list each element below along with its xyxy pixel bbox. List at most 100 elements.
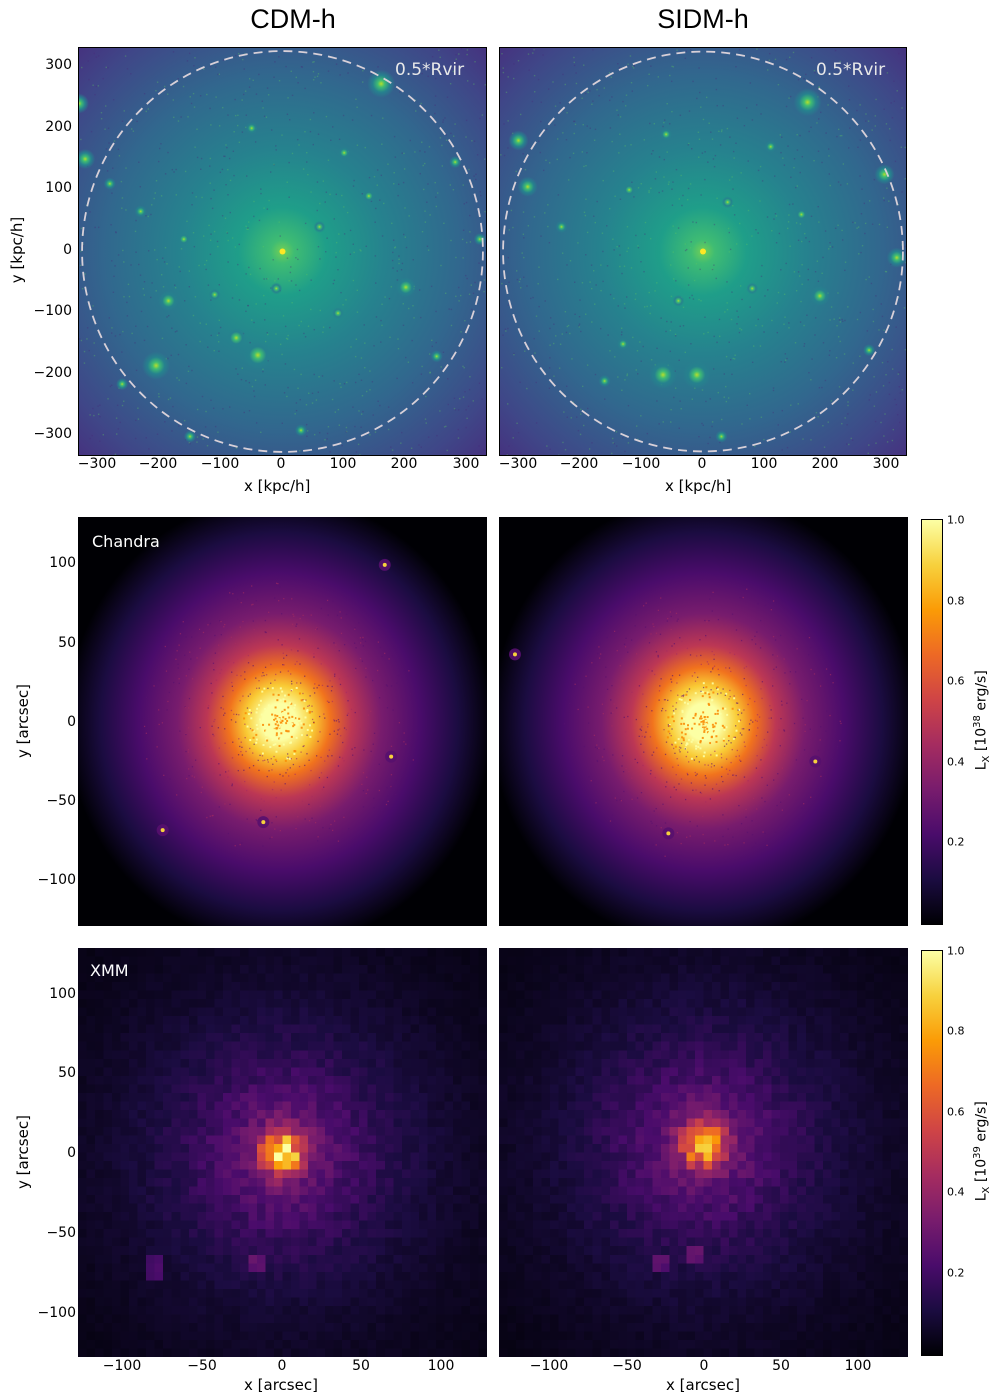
xray-filament [252, 603, 254, 606]
particle-noise [151, 282, 153, 284]
xmm-pixel [291, 1195, 301, 1205]
xmm-pixel [308, 1143, 318, 1154]
xmm-pixel [435, 1161, 445, 1171]
xray-clump [694, 712, 697, 715]
particle-noise [837, 128, 840, 131]
xray-filament [231, 783, 233, 785]
particle-noise [187, 370, 190, 373]
xmm-pixel [367, 1101, 377, 1111]
particle-noise [682, 306, 685, 309]
particle-noise [435, 341, 437, 344]
xray-filament [255, 687, 258, 689]
xray-filament [593, 734, 596, 737]
xray-filament [642, 693, 644, 695]
particle-noise [757, 232, 759, 234]
particle-noise [850, 437, 852, 440]
particle-noise [704, 316, 706, 318]
particle-noise [860, 213, 863, 215]
particle-noise [507, 327, 509, 330]
column-title-sidm: SIDM-h [657, 4, 749, 34]
particle-noise [332, 282, 335, 285]
particle-noise [441, 144, 443, 147]
xmm-pixel [333, 1135, 343, 1145]
xray-filament [667, 725, 670, 728]
xmm-pixel [316, 1203, 326, 1213]
xmm-pixel [112, 999, 122, 1009]
xray-clump [714, 722, 717, 725]
xmm-pixel [103, 1067, 113, 1077]
particle-noise [846, 443, 848, 445]
xmm-pixel [188, 1050, 198, 1060]
xray-clump [699, 740, 702, 743]
particle-noise [670, 321, 672, 323]
xmm-pixel [103, 1143, 113, 1154]
xray-filament [198, 744, 200, 746]
particle-noise [469, 231, 471, 233]
xray-filament [296, 682, 298, 684]
tick-y-dm: 200 [45, 119, 72, 135]
particle-noise [691, 147, 693, 150]
particle-noise [549, 344, 551, 346]
particle-noise [840, 184, 842, 186]
tick-x-dm-sidm: 0 [697, 456, 707, 472]
particle-noise [883, 199, 885, 202]
particle-noise [104, 128, 106, 130]
xray-filament [263, 800, 265, 802]
xmm-pixel [222, 1092, 232, 1102]
xmm-pixel [248, 1016, 258, 1026]
xmm-pixel [137, 1050, 147, 1060]
particle-noise [167, 314, 170, 317]
particle-noise [248, 86, 251, 88]
xray-clump [677, 738, 680, 741]
xmm-pixel [325, 1212, 335, 1222]
particle-noise [180, 116, 182, 118]
particle-noise [199, 95, 202, 97]
xmm-pixel [401, 973, 411, 983]
xmm-pixel [222, 1101, 232, 1111]
xray-filament [669, 732, 671, 735]
particle-noise [732, 150, 735, 153]
xmm-pixel [188, 1075, 198, 1085]
xray-filament [232, 689, 234, 692]
xmm-pixel [384, 1016, 394, 1026]
particle-noise [290, 280, 293, 282]
xmm-pixel [291, 1178, 301, 1188]
xmm-pixel [393, 1135, 403, 1145]
particle-noise [620, 327, 623, 329]
xmm-pixel [86, 1092, 96, 1102]
xray-filament [237, 769, 239, 772]
particle-noise [893, 100, 896, 103]
particle-noise [380, 341, 382, 343]
xray-filament [675, 774, 677, 776]
particle-noise [635, 293, 637, 295]
particle-noise [583, 165, 585, 168]
xray-filament [819, 685, 822, 687]
xray-filament [194, 759, 197, 761]
xmm-pixel [469, 1143, 480, 1154]
xray-filament [347, 675, 349, 677]
xmm-pixel [427, 973, 437, 983]
particle-noise [171, 430, 173, 432]
particle-noise [236, 124, 239, 127]
xmm-pixel [171, 1109, 181, 1120]
xray-clump [271, 738, 274, 741]
xray-filament [670, 678, 672, 680]
particle-noise [355, 338, 358, 340]
xray-filament [365, 676, 367, 678]
xray-filament [179, 730, 181, 732]
xmm-pixel [393, 1152, 403, 1162]
particle-noise [143, 339, 146, 342]
particle-noise [202, 235, 205, 237]
xmm-pixel [95, 1161, 105, 1171]
xmm-pixel [444, 1152, 454, 1162]
xray-filament [583, 686, 585, 689]
xmm-pixel [367, 1084, 377, 1094]
xray-filament [392, 709, 394, 711]
particle-noise [270, 129, 273, 131]
particle-noise [736, 323, 738, 325]
particle-noise [453, 407, 456, 410]
particle-noise [188, 442, 191, 444]
particle-noise [186, 60, 189, 62]
xray-clump [710, 736, 713, 739]
xray-filament [295, 625, 297, 627]
